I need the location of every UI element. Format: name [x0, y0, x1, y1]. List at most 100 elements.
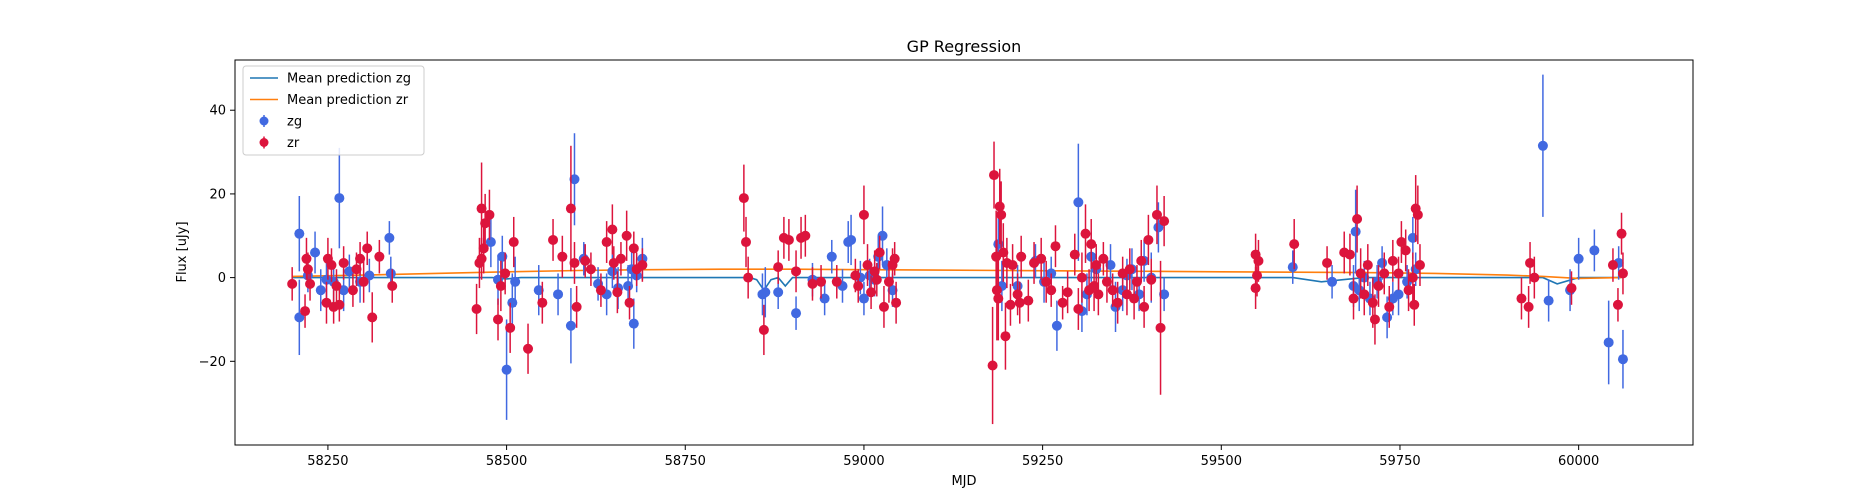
data-point-zr [741, 216, 752, 268]
data-point-zg [1589, 229, 1600, 272]
data-point-zr [1136, 239, 1147, 282]
data-point-zr [1151, 185, 1162, 245]
data-point-zr [1529, 256, 1540, 299]
data-point-zr [1612, 288, 1623, 322]
data-point-zr [1080, 204, 1091, 263]
data-point-zr [1344, 233, 1355, 276]
data-point-zr [1362, 244, 1373, 286]
data-point-zr [367, 292, 378, 343]
data-point-zr [607, 204, 618, 255]
data-point-zr [878, 285, 889, 328]
data-point-zr [621, 210, 632, 261]
data-point-zg [1603, 300, 1614, 385]
data-point-zg [294, 196, 305, 272]
data-point-zr [738, 164, 749, 232]
data-point-zr [1139, 285, 1150, 328]
data-point-zr [1348, 277, 1359, 320]
data-point-zr [1014, 281, 1025, 324]
data-point-zg [819, 281, 830, 316]
data-point-zr [1086, 219, 1097, 270]
data-point-zr [1076, 252, 1087, 303]
data-point-zg [1537, 74, 1548, 217]
data-point-zr [1124, 248, 1135, 291]
data-point-zr [1322, 246, 1333, 280]
data-point-zr [338, 246, 349, 280]
data-point-zr [624, 285, 635, 320]
x-tick-label: 58500 [486, 454, 527, 469]
data-point-zr [807, 267, 818, 301]
data-point-zr [1359, 273, 1370, 316]
svg-text:Mean prediction zr: Mean prediction zr [287, 93, 409, 108]
data-point-zr [595, 273, 606, 307]
x-tick-label: 59250 [1022, 454, 1063, 469]
data-point-zr [1393, 256, 1404, 291]
data-point-zr [889, 242, 900, 276]
data-point-zr [1369, 294, 1380, 345]
data-point-zr [471, 283, 482, 335]
data-point-zr [500, 252, 511, 295]
data-point-zr [831, 265, 842, 299]
data-point-zr [508, 216, 519, 268]
legend: Mean prediction zg Mean prediction zr zg zr [242, 65, 425, 156]
legend-item-zr: zr [259, 136, 300, 151]
data-point-zr [1607, 248, 1618, 282]
data-point-zr [362, 231, 373, 266]
legend-item-mean-prediction-zr: Mean prediction zr [250, 93, 409, 108]
data-point-zr [1101, 260, 1112, 303]
data-point-zg [315, 269, 326, 312]
data-point-zr [548, 219, 559, 261]
data-point-zr [1041, 260, 1052, 303]
plot-frame [234, 59, 1694, 446]
data-point-zr [800, 214, 811, 257]
data-point-zr [853, 269, 864, 303]
data-point-zg [628, 298, 639, 349]
data-point-zr [1036, 237, 1047, 280]
x-tick-label: 60000 [1558, 454, 1599, 469]
data-point-zr [585, 252, 596, 286]
y-tick-label: 40 [209, 104, 226, 119]
data-point-zr [1062, 271, 1073, 314]
data-point-zr [858, 185, 869, 245]
data-point-zr [1355, 248, 1366, 299]
data-point-zr [1373, 265, 1384, 307]
data-point-zr [1159, 196, 1170, 247]
data-point-zr [1379, 252, 1390, 295]
data-point-zr [615, 242, 626, 276]
data-point-zr [387, 269, 398, 303]
data-point-zg [826, 239, 837, 274]
x-tick-label: 58250 [307, 454, 348, 469]
data-point-zr [1396, 221, 1407, 263]
legend-item-zg: zg [259, 115, 302, 130]
data-point-zr [1073, 288, 1084, 330]
data-point-zg [334, 147, 345, 249]
data-point-zr [1069, 233, 1080, 276]
data-point-zr [1616, 212, 1627, 255]
y-tick-label: 0 [218, 271, 226, 286]
data-point-zr [571, 285, 582, 328]
data-point-zg [1350, 189, 1361, 274]
data-point-zr [1143, 214, 1154, 266]
data-point-zr [1409, 283, 1420, 326]
y-axis-label: Flux [uJy] [175, 221, 190, 282]
data-point-zr [1057, 285, 1068, 320]
data-point-zr [743, 256, 754, 299]
data-point-zg [485, 216, 496, 268]
data-point-zr [580, 244, 591, 278]
data-point-zr [1414, 244, 1425, 286]
data-point-zr [1112, 281, 1123, 324]
data-point-zr [557, 235, 568, 278]
data-point-zg [384, 221, 395, 255]
data-point-zr [347, 273, 358, 307]
data-point-zg [1051, 300, 1062, 351]
data-point-zr [993, 256, 1004, 341]
data-point-zr [791, 250, 802, 293]
data-point-zr [1023, 279, 1034, 322]
data-point-zr [495, 260, 506, 312]
data-point-zr [1253, 239, 1264, 282]
data-point-zg [791, 296, 802, 330]
data-point-zr [994, 168, 1005, 245]
data-point-zr [987, 306, 998, 425]
data-point-zr [1146, 258, 1157, 301]
x-tick-label: 59750 [1379, 454, 1420, 469]
data-point-zr [484, 189, 495, 240]
